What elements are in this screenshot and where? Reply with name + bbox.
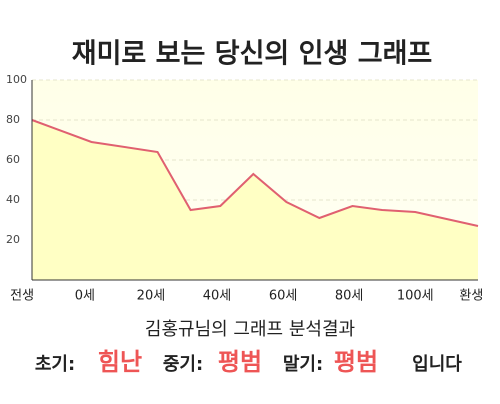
area	[32, 120, 478, 280]
y-tick-label: 100	[6, 73, 27, 86]
x-tick-label: 80세	[335, 289, 364, 304]
x-tick-label: 0세	[75, 289, 95, 304]
y-tick-label: 80	[6, 113, 20, 126]
y-tick-label: 60	[6, 153, 20, 166]
x-tick-label: 100세	[397, 289, 434, 304]
x-tick-label: 전생	[10, 289, 34, 304]
result-label: 초기:	[35, 354, 75, 375]
x-tick-label: 60세	[269, 289, 298, 304]
x-tick-label: 40세	[203, 289, 232, 304]
result-value: 평범	[218, 348, 262, 376]
result-label: 말기:	[283, 354, 323, 375]
result-value: 힘난	[98, 348, 142, 376]
result-label: 중기:	[163, 354, 203, 375]
y-tick-label: 40	[6, 193, 20, 206]
chart-title: 재미로 보는 당신의 인생 그래프	[72, 39, 433, 70]
result-value: 평범	[334, 348, 378, 376]
y-tick-label: 20	[6, 233, 20, 246]
line	[31, 119, 479, 227]
x-tick-label: 환생	[459, 289, 483, 304]
result-heading: 김홍규님의 그래프 분석결과	[145, 319, 355, 340]
x-tick-label: 20세	[137, 289, 166, 304]
result-suffix: 입니다	[412, 353, 462, 375]
